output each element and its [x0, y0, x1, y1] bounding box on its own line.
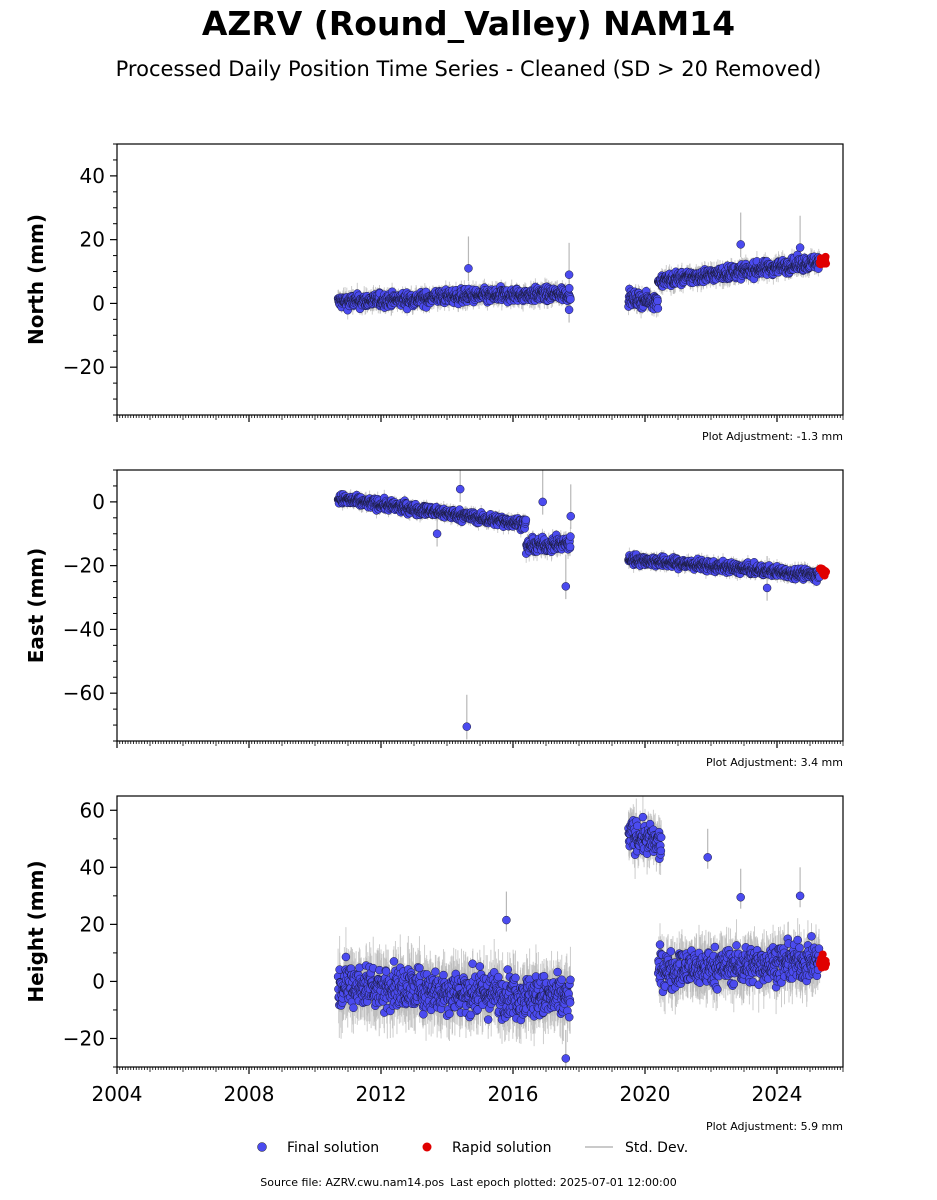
rapid-point: [821, 252, 830, 261]
plot-area: [333, 470, 831, 740]
chart-title: AZRV (Round_Valley) NAM14: [201, 4, 736, 43]
std-dev-bars: [337, 470, 821, 740]
final-point: [565, 283, 574, 293]
y-axis-label: North (mm): [24, 214, 48, 345]
chart-subtitle: Processed Daily Position Time Series - C…: [115, 57, 822, 81]
plot-adjustment-label: Plot Adjustment: -1.3 mm: [702, 430, 843, 443]
y-tick-label: −20: [63, 355, 105, 379]
final-points: [333, 240, 824, 315]
y-tick-label: 20: [80, 228, 105, 252]
rapid-point: [822, 259, 831, 268]
final-point: [566, 295, 575, 304]
final-point: [653, 296, 662, 306]
final-points: [333, 484, 824, 731]
final-point: [653, 304, 663, 313]
final-point: [795, 243, 805, 252]
x-axis: [116, 415, 844, 422]
y-axis: −20 0 20 40: [63, 143, 117, 416]
rapid-points: [815, 252, 831, 269]
final-point: [736, 240, 745, 249]
final-point: [564, 305, 574, 315]
final-point: [464, 264, 473, 273]
plot-area: [333, 212, 831, 323]
y-tick-label: 0: [92, 291, 105, 315]
final-point: [564, 270, 574, 279]
north-panel: −20 0 20 40 North (mm) Plot Adjustment: -1.3 …: [24, 143, 844, 443]
y-tick-label: 40: [80, 164, 105, 188]
